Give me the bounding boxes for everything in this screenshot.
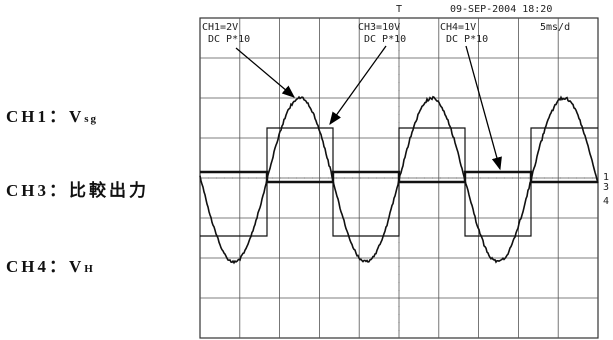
label-subscript: H: [84, 263, 95, 275]
label-signal: V: [69, 257, 84, 276]
label-signal: V: [69, 107, 84, 126]
label: CH1：Vsg: [6, 107, 98, 126]
page: 09-SEP-2004 18:20 5ms/d T CH1=2V DC P*10…: [0, 0, 613, 340]
label: CH3：比較出力: [6, 180, 149, 200]
ch-setting: CH4=1V: [440, 22, 476, 33]
timestamp: 09-SEP-2004 18:20: [450, 4, 552, 15]
label-channel: CH4：: [6, 257, 69, 276]
ch-setting: CH1=2V: [202, 22, 238, 33]
label: CH4：VH: [6, 257, 95, 276]
label-channel: CH3：: [6, 181, 69, 200]
label-channel: CH1：: [6, 107, 69, 126]
marker: 3: [603, 182, 609, 193]
label-signal: 比較出力: [69, 180, 149, 200]
ch-coupling: DC P*10: [364, 34, 406, 45]
ch-setting: CH3=10V: [358, 22, 400, 33]
timebase: 5ms/d: [540, 22, 570, 33]
ch-coupling: DC P*10: [446, 34, 488, 45]
ch-coupling: DC P*10: [208, 34, 250, 45]
marker: 4: [603, 196, 609, 207]
trigger: T: [396, 4, 402, 15]
label-subscript: sg: [84, 113, 98, 125]
